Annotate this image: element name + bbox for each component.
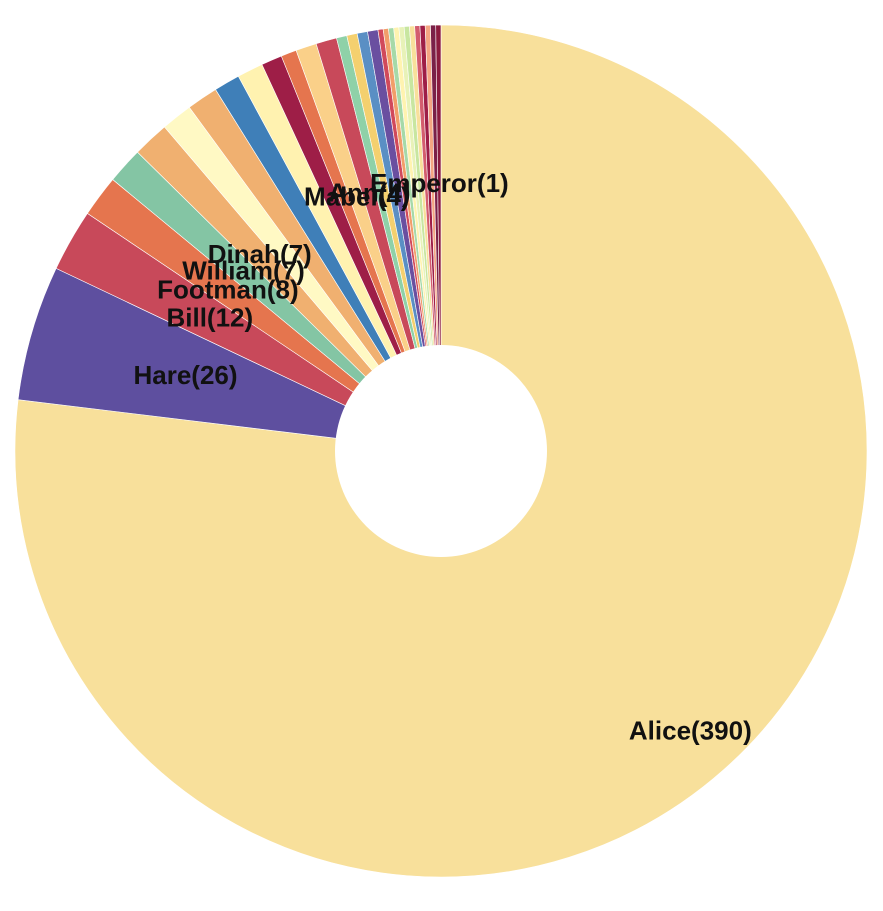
slice-label-emperor: Emperor(1)	[370, 168, 509, 198]
slice-label-mabel: Mabel(4)	[304, 182, 409, 212]
pie-slice-emperor	[435, 24, 442, 452]
slice-label-bill: Bill(12)	[166, 302, 253, 332]
slice-label-footman: Footman(8)	[157, 275, 299, 305]
slice-label-alice: Alice(390)	[629, 715, 752, 745]
slice-label-hare: Hare(26)	[133, 360, 237, 390]
slice-label-william: William(7)	[182, 256, 305, 286]
slice-label-dinah: Dinah(7)	[208, 239, 312, 269]
labels-group: Alice(390) Hare(26) Bill(12)Footman(8)Will…	[133, 168, 751, 745]
donut-hole	[335, 345, 547, 557]
slice-label-ann: Ann(4)	[328, 178, 410, 208]
slices-group	[14, 24, 868, 878]
